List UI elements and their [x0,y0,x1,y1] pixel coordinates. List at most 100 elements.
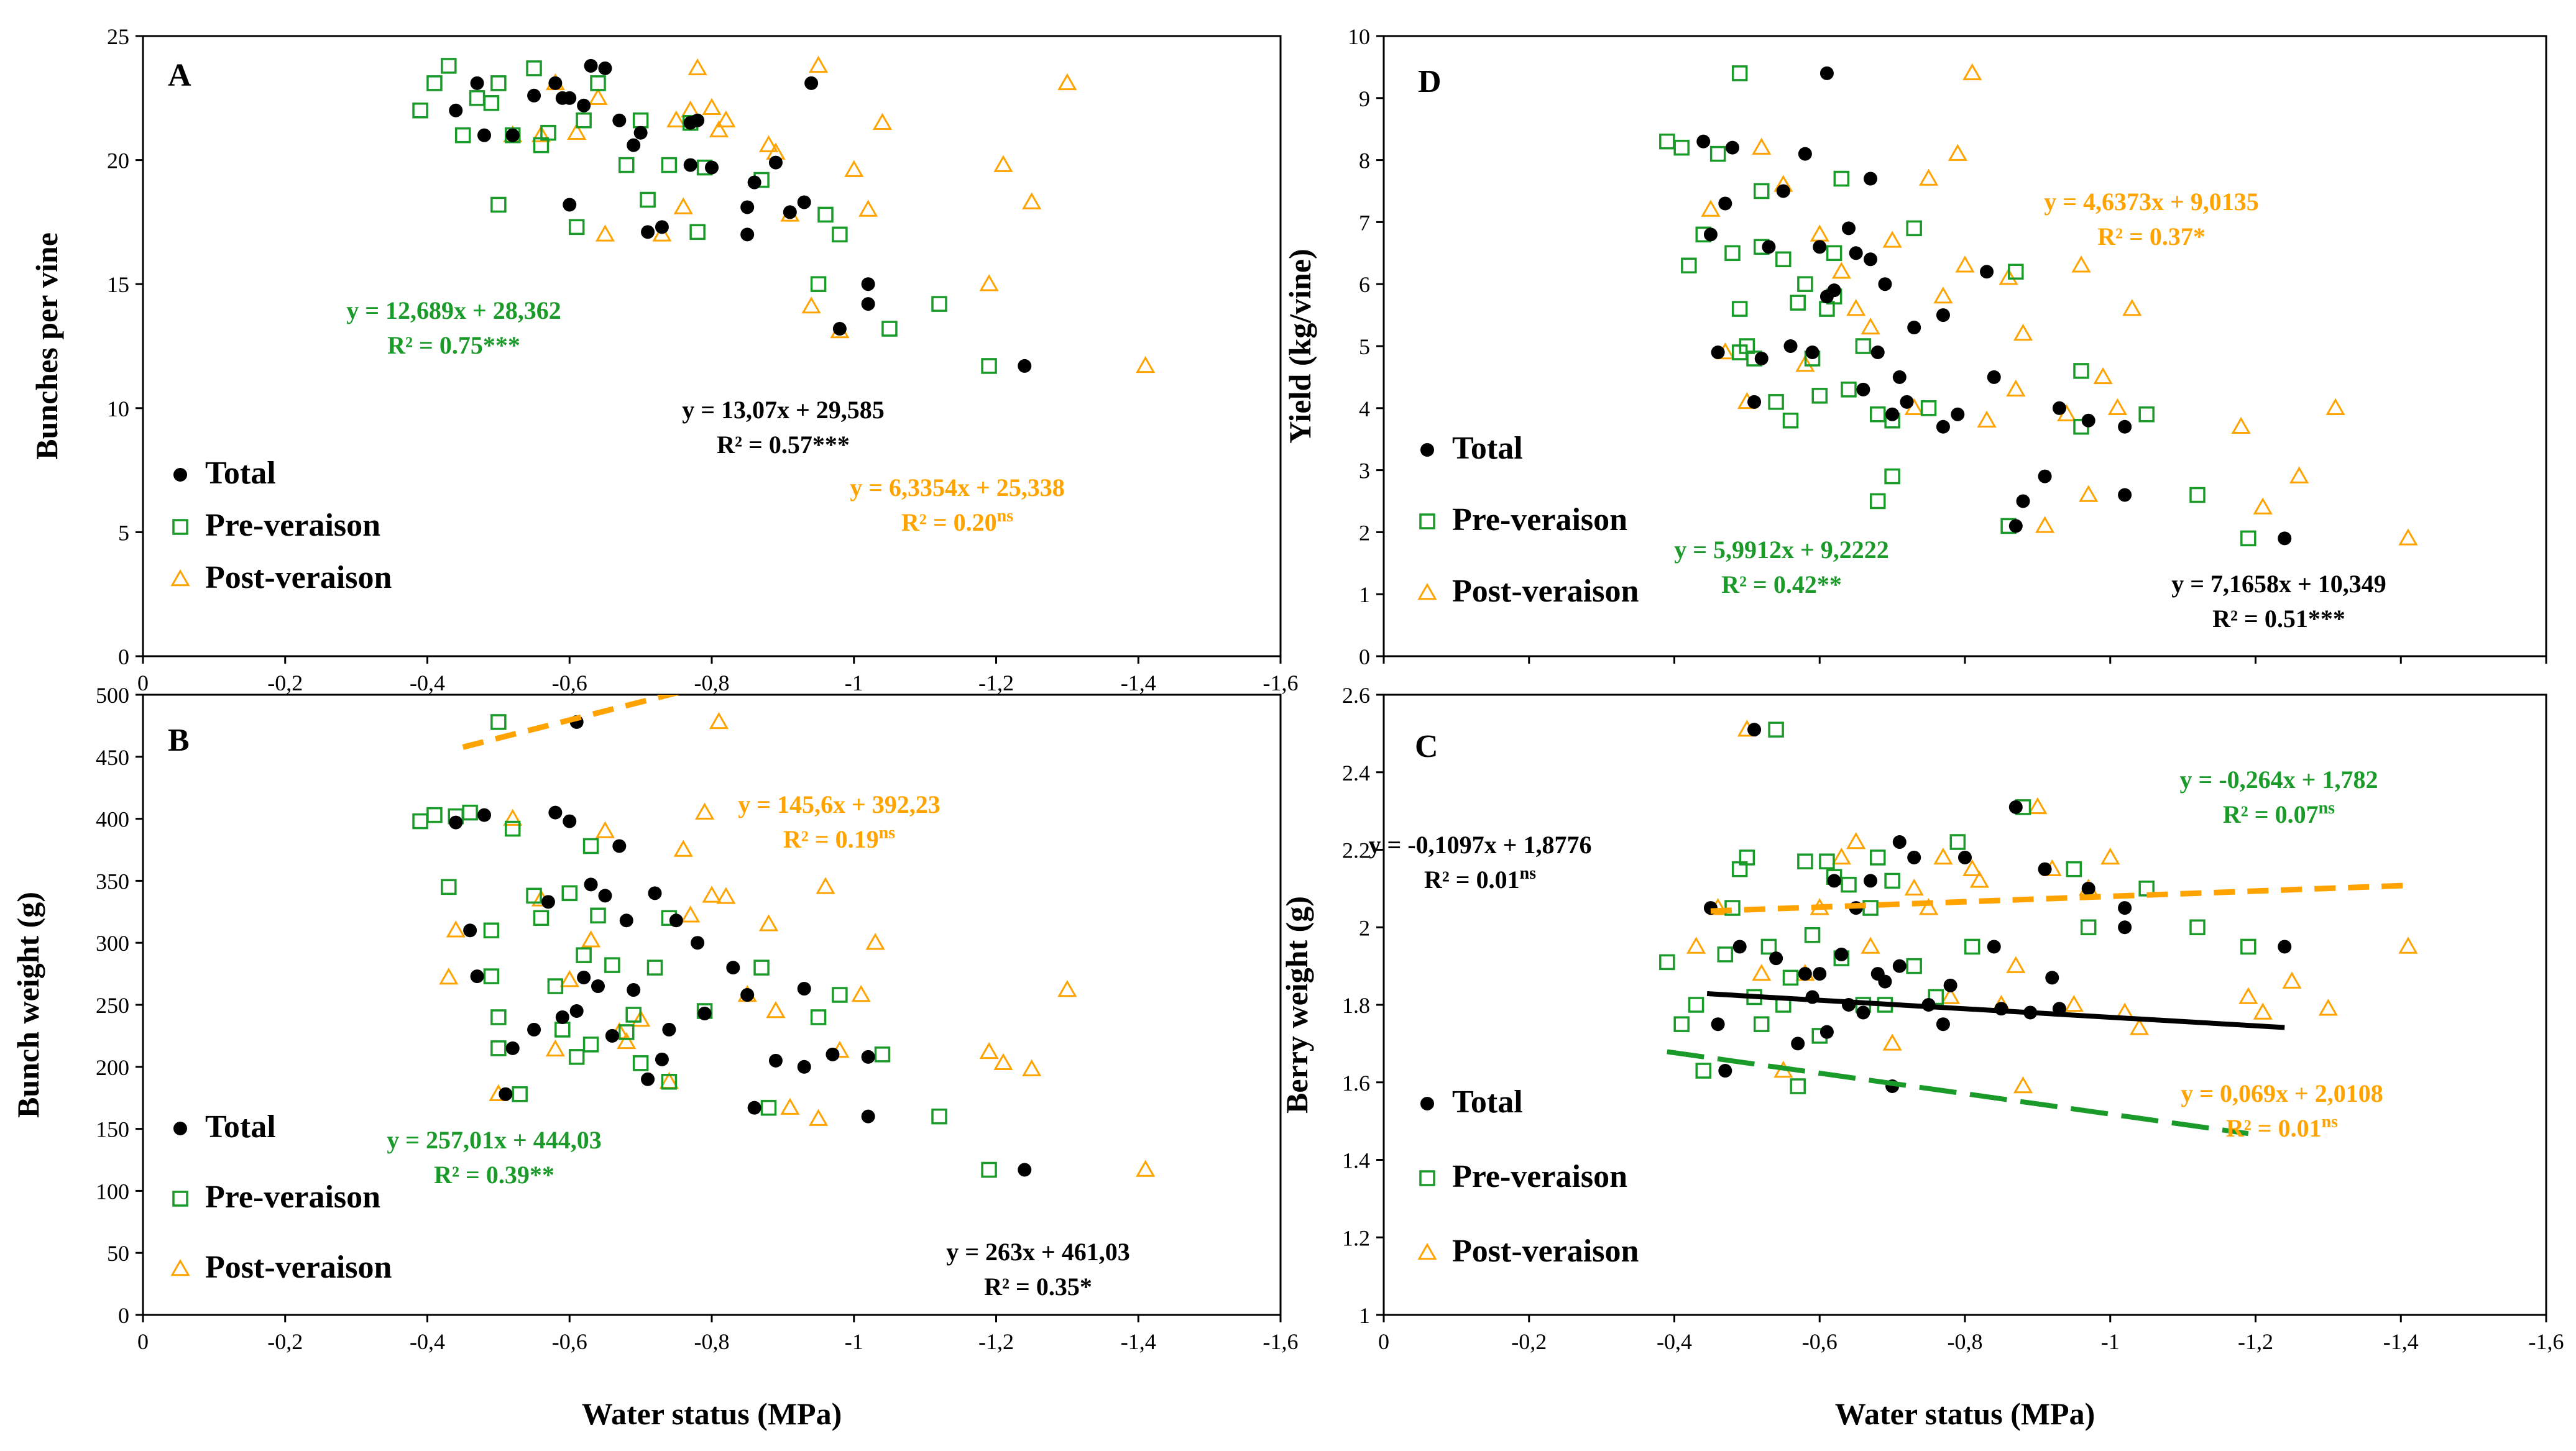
total-point [1892,959,1907,973]
pre-point [526,60,542,76]
total-point [1762,240,1776,254]
y-tick-label: 10 [1348,24,1370,49]
pre-point [1804,927,1821,943]
total-point [505,128,520,142]
total-point [2118,920,2132,935]
total-point [1827,874,1841,888]
pre-point [526,887,542,904]
pre-equation: y = 12,689x + 28,362 [346,296,561,324]
total-point [2008,519,2023,533]
data-layer [412,695,1156,1178]
pre-point [547,978,564,994]
panel-D: 0 1 2 3 4 5 6 7 8 9 10 Yield (kg/vine) D Total Pre-ver… [1282,24,2547,669]
total-point [2016,494,2030,508]
post-point [709,712,729,730]
post-point [545,1039,565,1057]
pre-point [1754,183,1770,199]
y-tick-label: 1 [1359,1303,1370,1328]
x-tick-label: -1,4 [2383,1329,2419,1354]
legend-label-pre: Pre-veraison [1452,502,1627,538]
x-tick-label: 0 [137,1329,149,1354]
post-r2: R² = 0.20ns [901,506,1013,537]
post-point [1941,987,1961,1004]
pre-point [568,219,585,236]
total-point [477,128,491,142]
post-point [1136,1160,1156,1177]
total-point [1856,1005,1870,1020]
total-point [2118,488,2132,502]
pre-point [619,1024,635,1040]
post-point [1933,286,1953,304]
post-point [694,802,715,820]
pre-point [689,224,706,240]
total-point [648,886,662,900]
post-point [588,88,608,106]
post-point [688,58,707,76]
post-point [1948,144,1967,161]
post-point [2064,994,2084,1012]
y-tick-label: 25 [107,24,129,49]
post-point [716,110,736,127]
pre-point [1673,139,1690,156]
legend-marker-post [1417,582,1437,600]
legend-label-total: Total [205,1109,276,1145]
post-point [1752,964,1772,981]
total-equation: y = 263x + 461,03 [946,1238,1130,1266]
total-point [577,971,591,985]
pre-equation: y = 5,9912x + 9,2222 [1674,536,1889,564]
y-tick-label: 1 [1359,582,1370,607]
pre-point [810,276,827,292]
pre-point [1819,853,1835,869]
total-point [747,1101,761,1115]
data-layer [412,55,1156,374]
pre-point [760,1099,777,1116]
pre-point [604,957,620,973]
y-tick-label: 5 [118,520,129,545]
total-point [584,877,598,892]
post-point [446,920,466,938]
total-point [662,1022,676,1037]
y-axis-title: Berry weight (g) [1279,896,1314,1114]
pre-point [832,226,848,243]
total-equation: y = 7,1658x + 10,349 [2171,570,2386,598]
post-point [1962,63,1982,81]
total-point [449,815,463,830]
total-point [641,225,655,239]
post-point [2100,847,2120,865]
legend-label-total: Total [1452,431,1523,466]
total-point [548,805,563,820]
post-point [872,112,893,130]
pre-point [632,1055,649,1071]
y-tick-label: 250 [96,993,129,1018]
pre-point [1964,938,1980,955]
y-tick-label: 0 [118,1303,129,1328]
pre-point [1724,245,1741,262]
total-point [612,839,627,853]
total-point [768,1053,783,1068]
x-tick-label: -1 [2101,1329,2120,1354]
pre-point [2080,919,2097,935]
post-point [1846,299,1866,316]
post-point [844,160,864,177]
total-point [1747,723,1762,737]
pre-r2: R² = 0.07ns [2223,799,2335,829]
pre-point [1790,295,1806,311]
y-tick-label: 10 [107,396,129,421]
pre-point [1760,938,1777,955]
post-point [2013,324,2033,341]
y-tick-label: 1.6 [1342,1071,1370,1096]
total-equation: y = -0,1097x + 1,8776 [1369,831,1592,859]
total-point [2278,940,2292,954]
total-point [2118,419,2132,434]
legend-marker-pre [172,519,188,535]
x-tick-label: -1,6 [2529,1329,2564,1354]
post-point [709,120,729,137]
pre-point [483,922,500,938]
legend-marker-total [1420,443,1434,457]
post-point [702,98,722,116]
data-layer [1659,720,2418,1137]
post-point [1861,936,1880,954]
total-point [1980,265,1994,279]
total-point [1827,283,1841,298]
post-point [1962,859,1982,876]
